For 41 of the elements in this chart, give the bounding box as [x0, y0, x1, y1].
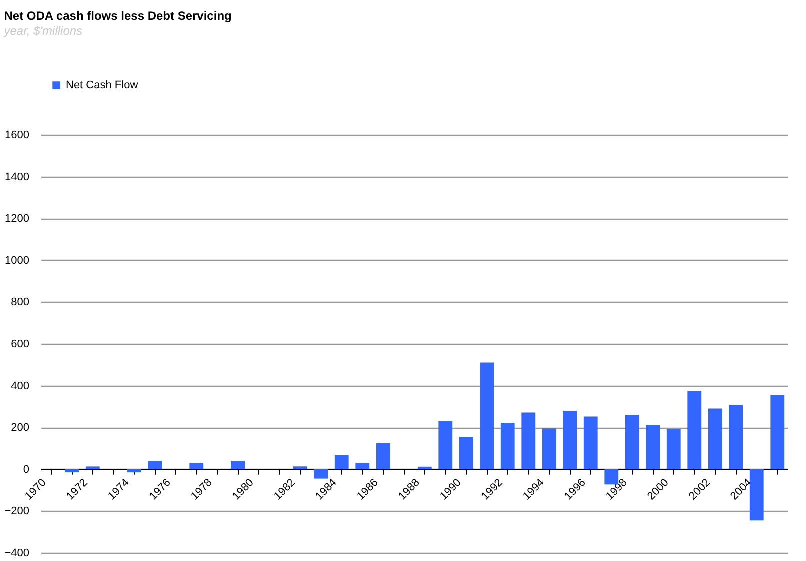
bar: [666, 429, 681, 470]
y-tick-label: 1400: [5, 171, 30, 184]
y-tick-label: 800: [11, 296, 30, 309]
y-tick-label: 1200: [5, 213, 30, 226]
y-tick-label: 200: [11, 422, 30, 434]
chart-title: Net ODA cash flows less Debt Servicing: [4, 9, 232, 23]
bar: [293, 466, 308, 470]
bar: [376, 443, 390, 470]
bar: [231, 461, 246, 470]
bar: [729, 405, 744, 470]
bar: [584, 416, 598, 470]
bar: [500, 423, 515, 470]
y-tick-label: 1600: [5, 130, 30, 142]
bar: [750, 469, 764, 521]
legend-label: Net Cash Flow: [66, 80, 138, 92]
bar: [542, 428, 556, 470]
bar: [522, 412, 536, 470]
y-tick-label: −200: [4, 506, 30, 518]
bar: [86, 466, 100, 470]
y-tick-label: 600: [11, 338, 30, 350]
bar: [65, 469, 80, 473]
bar: [148, 461, 162, 470]
y-tick-label: 400: [11, 380, 30, 392]
bar: [625, 415, 640, 470]
bar: [770, 395, 785, 470]
bar: [438, 421, 453, 470]
bar: [314, 469, 328, 479]
bar: [127, 469, 142, 473]
y-tick-label: −400: [4, 548, 30, 560]
bar: [459, 437, 474, 470]
bar: [418, 466, 432, 470]
bar: [480, 362, 494, 470]
bar: [356, 463, 370, 470]
bar: [708, 408, 722, 470]
y-tick-label: 1000: [5, 254, 30, 267]
bar: [190, 463, 204, 470]
bar: [563, 411, 578, 470]
bar: [334, 455, 349, 470]
bar: [688, 391, 702, 470]
y-tick-label: 0: [23, 464, 30, 476]
bar: [646, 425, 660, 470]
